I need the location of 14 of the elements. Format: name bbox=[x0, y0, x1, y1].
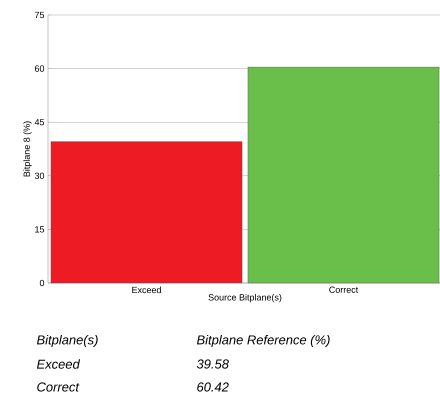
y-axis-title: Bitplane 8 (%) bbox=[23, 121, 32, 176]
y-tick-label: 60 bbox=[34, 65, 44, 72]
text: 39.58 bbox=[196, 359, 229, 369]
text: 60.42 bbox=[197, 382, 229, 392]
y-tick-label: 45 bbox=[34, 119, 44, 126]
y-tick-label: 15 bbox=[35, 226, 44, 233]
x-axis-title: Source Bitplane(s) bbox=[208, 294, 282, 302]
text: Exceed bbox=[36, 359, 80, 369]
y-tick-label: 75 bbox=[34, 12, 44, 18]
y-tick-label: 0 bbox=[40, 280, 44, 286]
text: Bitplane(s) bbox=[36, 334, 98, 348]
text: Bitplane Reference (%) bbox=[196, 334, 330, 348]
text: Correct bbox=[37, 382, 80, 392]
y-tick-label: 30 bbox=[34, 172, 44, 179]
